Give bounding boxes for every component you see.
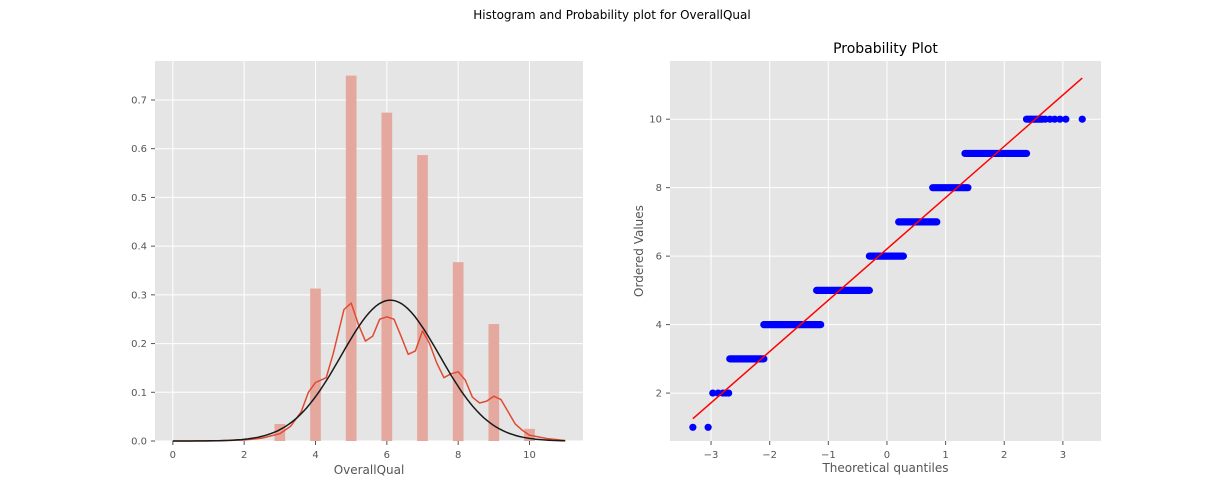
probplot-xtick-label: −3 — [704, 450, 719, 461]
probplot-xtick-label: 3 — [1060, 450, 1066, 461]
figure-suptitle: Histogram and Probability plot for Overa… — [473, 8, 751, 22]
hist-ytick-label: 0.7 — [131, 95, 147, 106]
data-point-run — [812, 286, 873, 294]
data-point-run — [865, 252, 907, 260]
hist-xtick-label: 4 — [312, 450, 318, 461]
data-point — [1078, 115, 1086, 123]
data-point-run — [726, 355, 768, 363]
data-point-run — [760, 321, 825, 329]
normal-fit-line — [172, 299, 566, 442]
probplot-ytick-label: 4 — [656, 320, 662, 331]
data-point — [704, 423, 712, 431]
hist-xtick-label: 8 — [455, 450, 461, 461]
histogram-bar — [274, 423, 286, 441]
probplot-ytick-label: 2 — [656, 389, 662, 400]
histogram-axes: 0 2 4 6 8 10 0.0 0.1 0.2 0.3 0.4 0.5 0.6 0.7 OverallQu… — [131, 61, 583, 477]
histogram-bar — [488, 324, 500, 441]
hist-xtick-label: 0 — [170, 450, 176, 461]
data-point — [1051, 115, 1059, 123]
histogram-bar — [381, 112, 393, 442]
hist-ytick-label: 0.1 — [131, 388, 147, 399]
probability-plot-axes: −3 −2 −1 0 1 2 3 2 4 6 8 10 Probability Plot Theoreti… — [632, 41, 1101, 475]
hist-xtick-label: 6 — [384, 450, 390, 461]
data-point — [689, 423, 697, 431]
hist-xtick-label: 10 — [523, 450, 536, 461]
probplot-xlabel: Theoretical quantiles — [821, 461, 948, 475]
hist-xtick-label: 2 — [241, 450, 247, 461]
histogram-bar — [417, 155, 428, 441]
probplot-ylabel: Ordered Values — [632, 205, 646, 297]
probplot-xtick-label: −1 — [821, 450, 836, 461]
probplot-xtick-label: 1 — [942, 450, 948, 461]
data-point-run — [929, 184, 972, 192]
hist-xlabel: OverallQual — [334, 463, 405, 477]
hist-ytick-label: 0.0 — [131, 437, 147, 448]
probplot-xtick-label: −2 — [762, 450, 777, 461]
hist-ytick-label: 0.3 — [131, 290, 147, 301]
hist-ytick-label: 0.2 — [131, 339, 147, 350]
hist-ytick-label: 0.4 — [131, 242, 147, 253]
hist-ytick-label: 0.6 — [131, 144, 147, 155]
data-point — [725, 389, 733, 397]
histogram-bar — [345, 75, 357, 441]
probplot-xtick-label: 0 — [884, 450, 890, 461]
probplot-ytick-label: 10 — [649, 115, 662, 126]
probplot-ytick-label: 8 — [656, 183, 662, 194]
data-point — [1062, 115, 1070, 123]
hist-ytick-label: 0.5 — [131, 193, 147, 204]
histogram-bar — [310, 288, 321, 441]
kde-line — [172, 302, 566, 442]
data-point — [709, 389, 717, 397]
hist-plot-area — [155, 61, 583, 441]
data-point — [1056, 115, 1064, 123]
fit-line — [692, 77, 1083, 420]
histogram-bar — [452, 262, 464, 441]
probplot-ytick-label: 6 — [656, 252, 662, 263]
probplot-xtick-label: 2 — [1001, 450, 1007, 461]
probplot-title: Probability Plot — [833, 41, 938, 57]
